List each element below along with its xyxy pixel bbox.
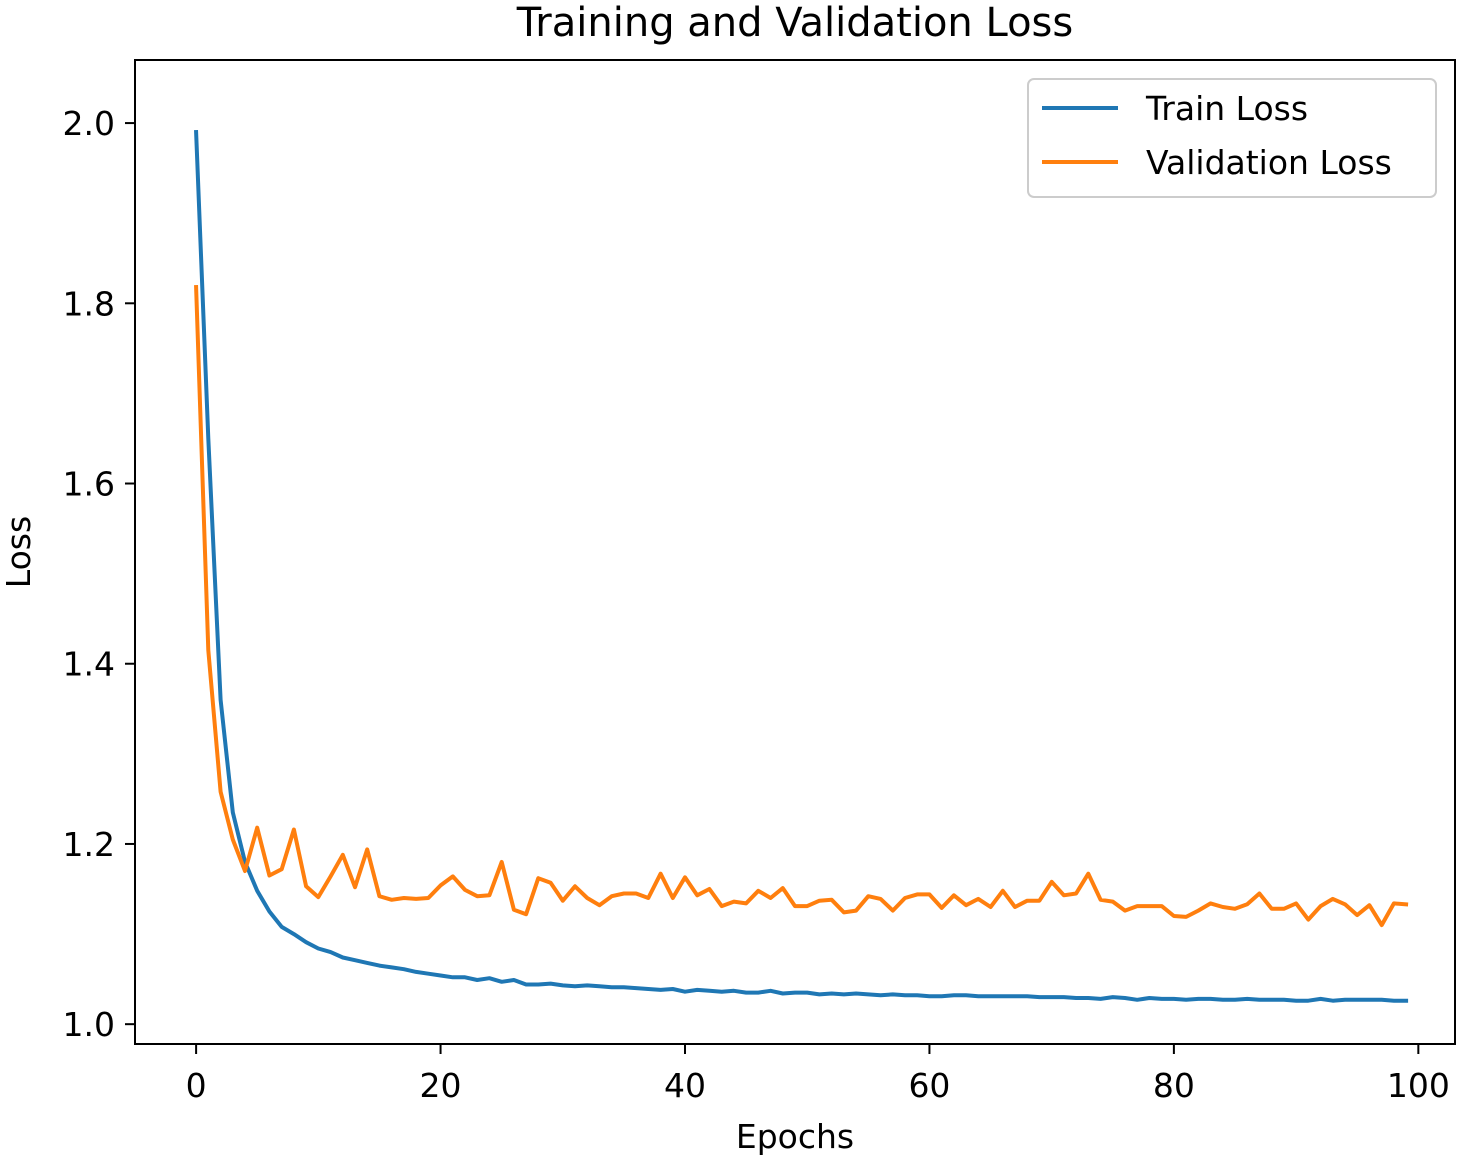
x-tick-label: 60 (908, 1066, 950, 1105)
y-tick-label: 2.0 (63, 104, 115, 143)
y-tick-label: 1.6 (63, 465, 115, 504)
x-axis-label: Epochs (736, 1117, 854, 1156)
axes-frame (134, 59, 1456, 1045)
x-axis-ticks: 0 20 40 60 80 100 (186, 1044, 1450, 1105)
legend-label-validation-loss: Validation Loss (1146, 143, 1392, 182)
x-tick-label: 0 (186, 1066, 207, 1105)
plot-area (134, 59, 1456, 1045)
legend: Train Loss Validation Loss (1027, 78, 1437, 198)
series-line-validation-loss (194, 285, 1409, 928)
x-tick-label: 80 (1153, 1066, 1195, 1105)
y-axis-ticks: 1.0 1.2 1.4 1.6 1.8 2.0 (63, 104, 135, 1044)
y-axis-label: Loss (0, 516, 38, 588)
y-tick-label: 1.0 (63, 1005, 115, 1044)
legend-label-train-loss: Train Loss (1145, 89, 1308, 128)
y-tick-label: 1.8 (63, 284, 115, 323)
y-tick-label: 1.4 (63, 645, 115, 684)
x-tick-label: 100 (1387, 1066, 1450, 1105)
series-layer (194, 130, 1409, 1003)
legend-frame (1027, 78, 1437, 198)
chart-title: Training and Validation Loss (516, 0, 1073, 46)
x-tick-label: 20 (420, 1066, 462, 1105)
x-tick-label: 40 (664, 1066, 706, 1105)
series-line-train-loss (194, 130, 1409, 1003)
y-tick-label: 1.2 (63, 825, 115, 864)
